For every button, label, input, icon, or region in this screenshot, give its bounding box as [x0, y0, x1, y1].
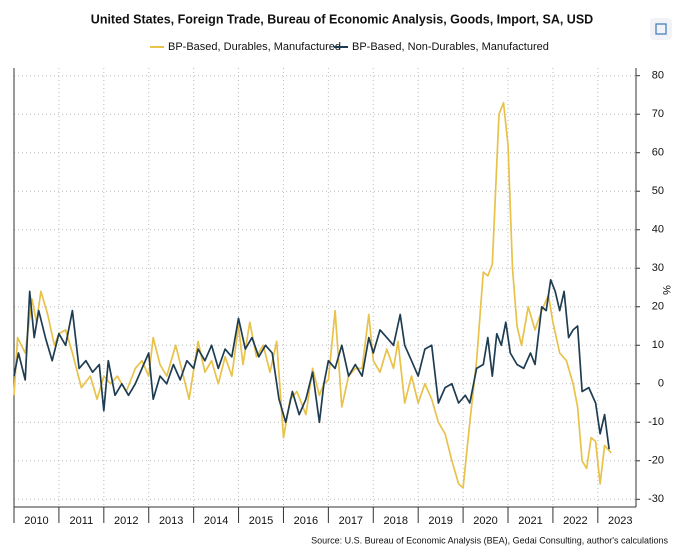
icon-bg[interactable] — [650, 18, 672, 40]
x-tick-label: 2017 — [339, 515, 363, 527]
y-tick-label: 30 — [652, 262, 664, 274]
series-line — [13, 101, 612, 489]
y-axis-label: % — [660, 285, 672, 295]
x-tick-label: 2023 — [608, 515, 632, 527]
source-note: Source: U.S. Bureau of Economic Analysis… — [311, 535, 668, 545]
y-tick-label: -10 — [648, 416, 664, 428]
x-tick-label: 2014 — [204, 515, 228, 527]
x-tick-label: 2013 — [159, 515, 183, 527]
y-tick-label: 70 — [652, 108, 664, 120]
y-tick-label: -20 — [648, 455, 664, 467]
chart-title: United States, Foreign Trade, Bureau of … — [91, 12, 593, 26]
y-tick-label: 80 — [652, 70, 664, 82]
x-tick-label: 2012 — [114, 515, 138, 527]
legend-label: BP-Based, Non-Durables, Manufactured — [352, 41, 549, 53]
y-tick-label: 60 — [652, 147, 664, 159]
y-tick-label: 40 — [652, 224, 664, 236]
y-tick-label: 20 — [652, 301, 664, 313]
y-tick-label: 10 — [652, 339, 664, 351]
icon-glyph[interactable] — [655, 23, 667, 35]
x-tick-label: 2019 — [428, 515, 452, 527]
x-tick-label: 2020 — [473, 515, 497, 527]
x-tick-label: 2015 — [249, 515, 273, 527]
x-tick-label: 2011 — [70, 515, 94, 527]
x-tick-label: 2016 — [294, 515, 318, 527]
series-line — [13, 278, 610, 450]
x-tick-label: 2010 — [24, 515, 48, 527]
legend-label: BP-Based, Durables, Manufactured — [168, 41, 341, 53]
x-tick-label: 2018 — [383, 515, 407, 527]
x-tick-label: 2022 — [563, 515, 587, 527]
y-tick-label: 50 — [652, 185, 664, 197]
y-tick-label: -30 — [648, 493, 664, 505]
share-icon[interactable] — [650, 18, 672, 40]
y-tick-label: 0 — [658, 378, 664, 390]
x-tick-label: 2021 — [518, 515, 542, 527]
